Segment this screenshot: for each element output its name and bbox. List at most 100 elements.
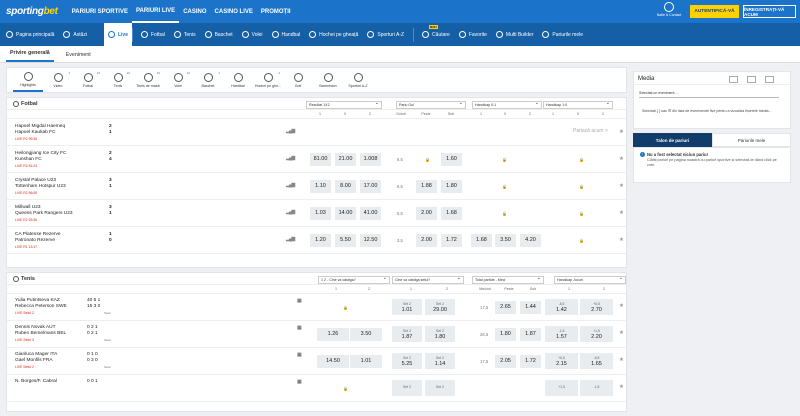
odds-handicap[interactable]: +6,5 2.15	[545, 353, 578, 369]
sport-0[interactable]: Highlights	[13, 68, 43, 92]
odds-1x2[interactable]: 41.00	[360, 207, 381, 220]
market-select[interactable]: Cine va câștiga setul?	[392, 275, 464, 284]
star-icon[interactable]: ★	[619, 210, 624, 216]
odds-over[interactable]: 2.05	[495, 355, 516, 368]
star-icon[interactable]: ★	[619, 357, 624, 363]
odds-1x2[interactable]: 14.00	[335, 207, 356, 220]
odds-under[interactable]: 1.72	[520, 355, 541, 368]
subnav-my-bets[interactable]: Pariurile mele	[542, 23, 583, 46]
video-icon[interactable]	[729, 76, 738, 83]
match-row[interactable]: Millwall U23 Queens Park Rangers U23 3 1 LIV…	[7, 200, 626, 227]
contact-button[interactable]: Natie & Contact	[654, 2, 684, 17]
away-team[interactable]: Queens Park Rangers U23	[15, 211, 73, 216]
market-select[interactable]: Handicap 0:1	[472, 100, 542, 109]
sport-4[interactable]: Tenis de masă 15	[133, 68, 163, 92]
list-icon[interactable]	[765, 76, 774, 83]
home-team[interactable]: Yulia Putintseva KAZ	[15, 298, 60, 303]
odds-under[interactable]: 1.68	[441, 207, 462, 220]
home-team[interactable]: Hapoel Migdal Haemeq	[15, 124, 66, 129]
stats-icon[interactable]: ▂▄▆	[286, 128, 295, 134]
market-select[interactable]: Handicap Jocuri	[554, 275, 626, 284]
odds-over[interactable]: 1.88	[416, 180, 437, 193]
odds-handicap[interactable]: 4.20	[520, 234, 541, 247]
away-team[interactable]: Gael Monfils FRA	[15, 358, 53, 363]
sport-7[interactable]: Handbal	[223, 68, 253, 92]
away-team[interactable]: Patronato Rezerve	[15, 238, 55, 243]
subnav-home[interactable]: Pagina principală	[6, 23, 54, 46]
odds-over[interactable]: 1.80	[495, 328, 516, 341]
odds-handicap[interactable]: -6,5 1.42	[545, 299, 578, 315]
odds-set[interactable]: Set 2 5.25	[392, 353, 422, 369]
subnav-volei[interactable]: Volei	[241, 23, 263, 46]
home-team[interactable]: N. Borges/F. Cabral	[15, 379, 57, 384]
odds-under[interactable]: 1.60	[441, 153, 462, 166]
nav-pariuri-sportive[interactable]: PARIURI SPORTIVE	[71, 8, 128, 15]
stats-icon[interactable]: ▂▄▆	[286, 236, 295, 242]
match-row[interactable]: Dennis Novak AUT Ruben Bemelmans BEL 0 2 1…	[7, 321, 626, 348]
odds-match[interactable]: 14.50	[317, 355, 349, 368]
tab-betslip[interactable]: Talon de pariuri	[633, 133, 712, 147]
match-row[interactable]: Yulia Putintseva KAZ Rebecca Peterson SWE…	[7, 294, 626, 321]
stats-icon[interactable]: ▂▄▆	[286, 182, 295, 188]
market-select[interactable]: 1 2 - Cine va câștiga?	[318, 275, 390, 284]
stats-icon[interactable]: ▂▄▆	[286, 155, 295, 161]
tab-overview[interactable]: Privire generală	[6, 50, 54, 62]
subnav-hochei[interactable]: Hochei pe gheață	[309, 23, 358, 46]
odds-over[interactable]: 2.00	[416, 207, 437, 220]
odds-1x2[interactable]: 5.50	[335, 234, 356, 247]
away-team[interactable]: Kunshan FC	[15, 157, 42, 162]
star-icon[interactable]: ★	[619, 129, 624, 135]
subnav-search[interactable]: NOU Căutare	[422, 23, 450, 46]
odds-handicap[interactable]: +1,5 2.20	[580, 326, 613, 342]
star-icon[interactable]: ★	[619, 237, 624, 243]
nav-casino[interactable]: CASINO	[183, 8, 207, 15]
home-team[interactable]: Heilongjiang Ice City FC	[15, 151, 67, 156]
odds-handicap[interactable]: 1.68	[471, 234, 492, 247]
odds-1x2[interactable]: 17.00	[360, 180, 381, 193]
home-team[interactable]: Gianluca Mager ITA	[15, 352, 58, 357]
sport-3[interactable]: Tenis 20	[103, 68, 133, 92]
odds-under[interactable]: 1.87	[520, 328, 541, 341]
odds-match[interactable]: 3.50	[350, 328, 382, 341]
stats-icon[interactable]: ▦	[297, 298, 302, 304]
subnav-handbal[interactable]: Handbal	[271, 23, 300, 46]
away-team[interactable]: Ruben Bemelmans BEL	[15, 331, 67, 336]
away-team[interactable]: Tottenham Hotspur U23	[15, 184, 66, 189]
nav-pariuri-live[interactable]: PARIURI LIVE	[131, 0, 180, 23]
odds-handicap[interactable]: 3.50	[495, 234, 516, 247]
odds-handicap[interactable]: -6,5 1.65	[580, 353, 613, 369]
odds-set[interactable]: Set 2 1.87	[392, 326, 422, 342]
odds-under[interactable]: 1.80	[441, 180, 462, 193]
odds-1x2[interactable]: 12.50	[360, 234, 381, 247]
away-team[interactable]: Hapoel Kaukab FC	[15, 130, 56, 135]
odds-set[interactable]: Set 2 1.80	[425, 326, 455, 342]
home-team[interactable]: Crystal Palace U23	[15, 178, 57, 183]
odds-handicap[interactable]: +6,5 2.70	[580, 299, 613, 315]
market-select[interactable]: Handicap 1:0	[543, 100, 613, 109]
odds-under[interactable]: 1.44	[520, 301, 541, 314]
odds-set[interactable]: Set 2	[425, 380, 455, 396]
subnav-baschet[interactable]: Baschet	[204, 23, 233, 46]
subnav-favorite[interactable]: Favorite	[458, 23, 487, 46]
odds-handicap[interactable]: +1,5	[545, 380, 578, 396]
star-icon[interactable]: ★	[619, 330, 624, 336]
match-row[interactable]: N. Borges/F. Cabral 0 0 1 ▦ ★ 🔒 Set 2 Set 2 +1,…	[7, 375, 626, 402]
subnav-multi-builder[interactable]: Multi Builder	[495, 23, 533, 46]
subnav-live[interactable]: Live	[103, 23, 132, 46]
odds-match[interactable]: 1.26	[317, 328, 349, 341]
odds-match[interactable]: 1.01	[350, 355, 382, 368]
odds-1x2[interactable]: 1.10	[310, 180, 331, 193]
logo[interactable]: sportingbet	[6, 6, 58, 17]
odds-1x2[interactable]: 1.008	[360, 153, 381, 166]
home-team[interactable]: Dennis Novak AUT	[15, 325, 56, 330]
market-select[interactable]: Rezultat 1X2	[306, 100, 382, 109]
odds-set[interactable]: Set 2 1.14	[425, 353, 455, 369]
star-icon[interactable]: ★	[619, 303, 624, 309]
subnav-tenis[interactable]: Tenis	[173, 23, 196, 46]
star-icon[interactable]: ★	[619, 183, 624, 189]
register-button[interactable]: ÎNREGISTRAȚI-VĂ ACUM	[743, 5, 796, 18]
sport-10[interactable]: Badminton	[313, 68, 343, 92]
stats-icon[interactable]: ▦	[297, 325, 302, 331]
away-team[interactable]: Rebecca Peterson SWE	[15, 304, 67, 309]
